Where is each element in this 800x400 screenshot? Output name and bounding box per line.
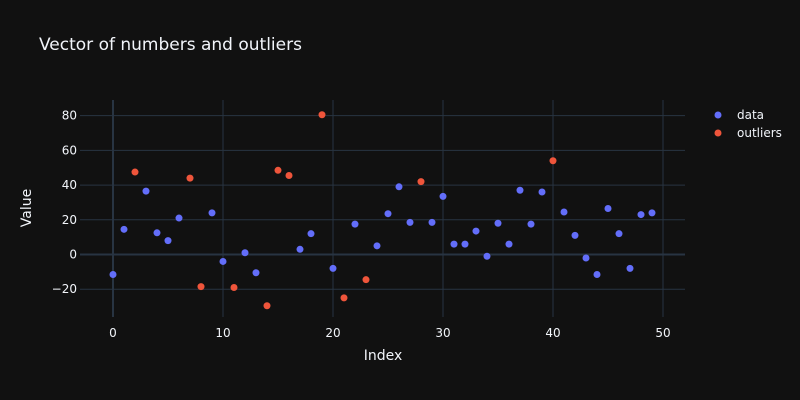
- outliers-point: [186, 174, 194, 182]
- legend: data outliers: [714, 108, 782, 140]
- data-point: [593, 270, 601, 278]
- legend-label-outliers: outliers: [737, 126, 782, 140]
- legend-marker-outliers: [714, 129, 722, 137]
- outliers-point: [131, 168, 139, 176]
- data-points: [109, 111, 656, 310]
- data-point: [571, 231, 579, 239]
- data-point: [527, 220, 535, 228]
- data-point: [560, 208, 568, 216]
- y-tick-label: 80: [62, 109, 77, 123]
- x-tick-label: 10: [215, 326, 230, 340]
- y-tick-label: 40: [62, 178, 77, 192]
- outliers-point: [318, 111, 326, 119]
- data-point: [461, 240, 469, 248]
- data-point: [439, 192, 447, 200]
- outliers-point: [285, 172, 293, 180]
- data-point: [142, 187, 150, 195]
- outliers-point: [274, 166, 282, 174]
- y-tick-label: 60: [62, 143, 77, 157]
- data-point: [208, 209, 216, 217]
- y-tick-labels: −20 0 20 40 60 80: [52, 109, 77, 297]
- x-axis-label: Index: [364, 348, 403, 364]
- data-point: [626, 264, 634, 272]
- data-point: [153, 229, 161, 237]
- data-point: [395, 183, 403, 191]
- outliers-point: [362, 276, 370, 284]
- data-point: [351, 220, 359, 228]
- data-point: [450, 240, 458, 248]
- data-point: [582, 254, 590, 262]
- x-tick-label: 40: [545, 326, 560, 340]
- data-point: [516, 186, 524, 194]
- data-point: [175, 214, 183, 222]
- legend-label-data: data: [737, 108, 764, 122]
- legend-marker-data: [714, 111, 722, 119]
- outliers-point: [549, 157, 557, 165]
- outliers-point: [263, 302, 271, 310]
- y-axis-label: Value: [19, 189, 35, 227]
- data-point: [219, 257, 227, 265]
- data-point: [307, 230, 315, 238]
- data-point: [428, 218, 436, 226]
- data-point: [252, 269, 260, 277]
- y-tick-label: 20: [62, 213, 77, 227]
- data-point: [296, 245, 304, 253]
- data-point: [384, 210, 392, 218]
- chart-title: Vector of numbers and outliers: [39, 35, 302, 55]
- data-point: [472, 227, 480, 235]
- y-tick-label: −20: [52, 282, 77, 296]
- outliers-point: [417, 178, 425, 186]
- data-point: [373, 242, 381, 250]
- outliers-point: [197, 283, 205, 291]
- data-point: [120, 225, 128, 233]
- zero-lines: [80, 100, 685, 317]
- x-tick-labels: 0 10 20 30 40 50: [109, 326, 670, 340]
- data-point: [538, 188, 546, 196]
- data-point: [494, 219, 502, 227]
- data-point: [648, 209, 656, 217]
- x-tick-label: 0: [109, 326, 117, 340]
- data-point: [604, 205, 612, 212]
- data-point: [109, 270, 117, 278]
- data-point: [329, 264, 337, 272]
- data-point: [615, 230, 623, 238]
- y-tick-label: 0: [69, 248, 77, 262]
- data-point: [505, 240, 513, 248]
- data-point: [241, 249, 249, 257]
- x-tick-label: 20: [325, 326, 340, 340]
- data-point: [637, 211, 645, 219]
- data-point: [164, 237, 172, 245]
- data-point: [483, 252, 491, 260]
- outliers-point: [230, 283, 238, 291]
- outliers-point: [340, 294, 348, 302]
- x-tick-label: 50: [655, 326, 670, 340]
- data-point: [406, 218, 414, 226]
- x-tick-label: 30: [435, 326, 450, 340]
